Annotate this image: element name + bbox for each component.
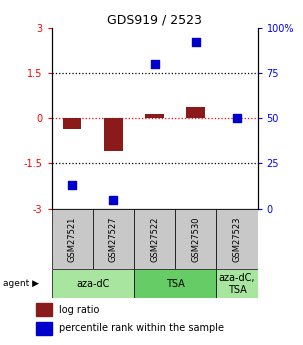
Text: agent ▶: agent ▶	[3, 279, 39, 288]
Bar	[186, 107, 205, 118]
Bar	[216, 209, 258, 269]
Text: GSM27523: GSM27523	[232, 216, 241, 262]
Bar	[134, 269, 216, 298]
Text: GSM27522: GSM27522	[150, 216, 159, 262]
Bar	[63, 118, 82, 129]
Text: aza-dC: aza-dC	[76, 279, 109, 289]
Text: log ratio: log ratio	[59, 305, 99, 315]
Text: GSM27521: GSM27521	[68, 216, 77, 262]
Point	[193, 39, 198, 45]
Bar	[216, 269, 258, 298]
Point	[70, 183, 75, 188]
Bar	[134, 209, 175, 269]
Bar	[36, 322, 52, 335]
Bar	[175, 209, 216, 269]
Bar	[145, 114, 164, 118]
Bar	[52, 269, 134, 298]
Bar	[104, 118, 123, 151]
Point	[152, 61, 157, 67]
Point	[235, 115, 239, 121]
Text: GSM27527: GSM27527	[109, 216, 118, 262]
Bar	[93, 209, 134, 269]
Text: TSA: TSA	[166, 279, 185, 289]
Bar	[36, 303, 52, 316]
Text: percentile rank within the sample: percentile rank within the sample	[59, 323, 224, 333]
Text: aza-dC,
TSA: aza-dC, TSA	[219, 273, 255, 295]
Bar	[52, 209, 93, 269]
Title: GDS919 / 2523: GDS919 / 2523	[107, 13, 202, 27]
Text: GSM27530: GSM27530	[191, 216, 200, 262]
Point	[111, 197, 116, 203]
